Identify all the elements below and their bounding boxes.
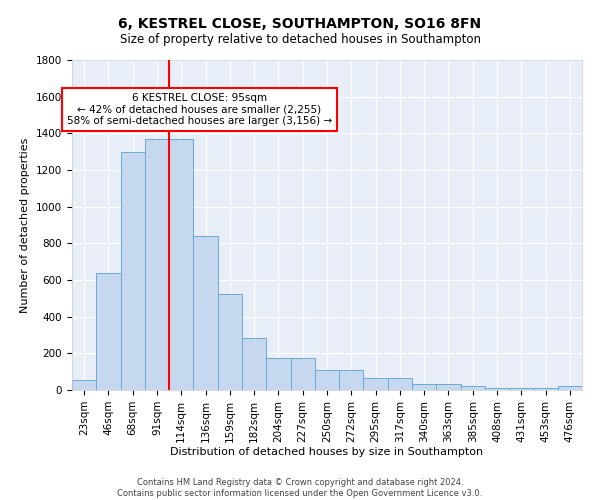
Bar (315, 370, 339, 390)
Bar (266, 358, 290, 390)
Bar (145, 139, 169, 390)
Bar (485, 388, 509, 390)
Bar (533, 388, 558, 390)
Bar (121, 152, 145, 390)
Y-axis label: Number of detached properties: Number of detached properties (20, 138, 31, 312)
Bar (72, 380, 96, 390)
Bar (218, 294, 242, 390)
Bar (509, 388, 533, 390)
Bar (339, 370, 364, 390)
Bar (96, 272, 121, 390)
Bar (558, 386, 582, 390)
Bar (242, 338, 266, 390)
Text: 6 KESTREL CLOSE: 95sqm
← 42% of detached houses are smaller (2,255)
58% of semi-: 6 KESTREL CLOSE: 95sqm ← 42% of detached… (67, 93, 332, 126)
Bar (290, 358, 315, 390)
Text: Contains HM Land Registry data © Crown copyright and database right 2024.
Contai: Contains HM Land Registry data © Crown c… (118, 478, 482, 498)
Bar (388, 378, 412, 390)
Bar (461, 386, 485, 390)
X-axis label: Distribution of detached houses by size in Southampton: Distribution of detached houses by size … (170, 448, 484, 458)
Text: 6, KESTREL CLOSE, SOUTHAMPTON, SO16 8FN: 6, KESTREL CLOSE, SOUTHAMPTON, SO16 8FN (118, 18, 482, 32)
Bar (364, 378, 388, 390)
Bar (412, 384, 436, 390)
Text: Size of property relative to detached houses in Southampton: Size of property relative to detached ho… (119, 32, 481, 46)
Bar (436, 384, 461, 390)
Bar (169, 139, 193, 390)
Bar (193, 236, 218, 390)
